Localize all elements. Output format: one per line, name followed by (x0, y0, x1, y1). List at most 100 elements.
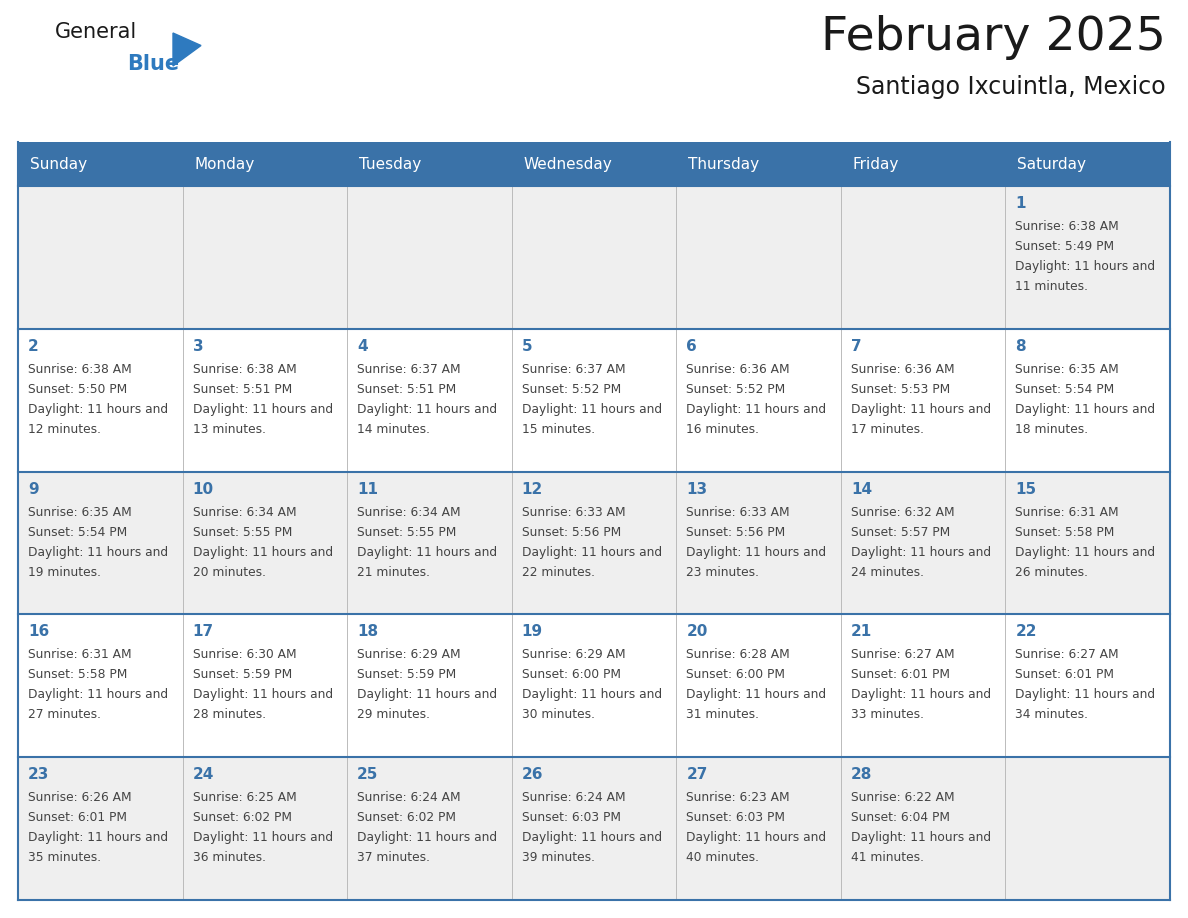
Text: 23 minutes.: 23 minutes. (687, 565, 759, 578)
Text: Daylight: 11 hours and: Daylight: 11 hours and (29, 545, 169, 558)
Text: Daylight: 11 hours and: Daylight: 11 hours and (687, 545, 827, 558)
Text: 41 minutes.: 41 minutes. (851, 851, 924, 864)
Text: 27: 27 (687, 767, 708, 782)
Text: Daylight: 11 hours and: Daylight: 11 hours and (192, 545, 333, 558)
Text: Daylight: 11 hours and: Daylight: 11 hours and (29, 831, 169, 845)
Text: 11 minutes.: 11 minutes. (1016, 280, 1088, 293)
Bar (1005, 142, 1170, 186)
Text: 29 minutes.: 29 minutes. (358, 709, 430, 722)
Text: Sunrise: 6:33 AM: Sunrise: 6:33 AM (522, 506, 625, 519)
Text: Sunset: 5:56 PM: Sunset: 5:56 PM (687, 526, 785, 539)
Text: 12: 12 (522, 482, 543, 497)
Text: Sunset: 5:57 PM: Sunset: 5:57 PM (851, 526, 950, 539)
Text: Daylight: 11 hours and: Daylight: 11 hours and (1016, 545, 1156, 558)
Text: 7: 7 (851, 339, 861, 353)
Bar (18, 186, 1170, 329)
Text: Sunrise: 6:32 AM: Sunrise: 6:32 AM (851, 506, 954, 519)
Text: Sunrise: 6:35 AM: Sunrise: 6:35 AM (1016, 363, 1119, 375)
Text: Sunday: Sunday (30, 156, 87, 172)
Text: 26: 26 (522, 767, 543, 782)
Text: Sunset: 6:03 PM: Sunset: 6:03 PM (687, 812, 785, 824)
Text: 26 minutes.: 26 minutes. (1016, 565, 1088, 578)
Text: Sunset: 5:54 PM: Sunset: 5:54 PM (29, 526, 127, 539)
Text: Sunset: 6:00 PM: Sunset: 6:00 PM (687, 668, 785, 681)
Text: 17 minutes.: 17 minutes. (851, 423, 924, 436)
Text: Tuesday: Tuesday (359, 156, 422, 172)
Text: Daylight: 11 hours and: Daylight: 11 hours and (851, 403, 991, 416)
Text: 3: 3 (192, 339, 203, 353)
Text: 23: 23 (29, 767, 50, 782)
Text: Daylight: 11 hours and: Daylight: 11 hours and (522, 403, 662, 416)
Text: 6: 6 (687, 339, 697, 353)
Text: Daylight: 11 hours and: Daylight: 11 hours and (192, 831, 333, 845)
Text: Daylight: 11 hours and: Daylight: 11 hours and (29, 403, 169, 416)
Text: 24 minutes.: 24 minutes. (851, 565, 924, 578)
Text: 11: 11 (358, 482, 378, 497)
Text: Sunrise: 6:24 AM: Sunrise: 6:24 AM (522, 791, 625, 804)
Text: 4: 4 (358, 339, 368, 353)
Text: Saturday: Saturday (1017, 156, 1087, 172)
Bar (18, 329, 1170, 472)
Text: 25: 25 (358, 767, 379, 782)
Text: 28 minutes.: 28 minutes. (192, 709, 266, 722)
Text: Sunrise: 6:33 AM: Sunrise: 6:33 AM (687, 506, 790, 519)
Text: Sunrise: 6:23 AM: Sunrise: 6:23 AM (687, 791, 790, 804)
Text: Sunrise: 6:31 AM: Sunrise: 6:31 AM (1016, 506, 1119, 519)
Text: Daylight: 11 hours and: Daylight: 11 hours and (1016, 260, 1156, 273)
Text: Thursday: Thursday (688, 156, 759, 172)
Text: Daylight: 11 hours and: Daylight: 11 hours and (851, 688, 991, 701)
Text: Sunrise: 6:29 AM: Sunrise: 6:29 AM (522, 648, 625, 661)
Text: 40 minutes.: 40 minutes. (687, 851, 759, 864)
Text: Daylight: 11 hours and: Daylight: 11 hours and (192, 403, 333, 416)
Bar (183, 142, 347, 186)
Text: 16 minutes.: 16 minutes. (687, 423, 759, 436)
Text: Daylight: 11 hours and: Daylight: 11 hours and (687, 688, 827, 701)
Text: 15 minutes.: 15 minutes. (522, 423, 595, 436)
Text: Blue: Blue (127, 54, 179, 74)
Text: Sunset: 5:52 PM: Sunset: 5:52 PM (522, 383, 621, 396)
Text: Sunset: 6:02 PM: Sunset: 6:02 PM (192, 812, 291, 824)
Text: Daylight: 11 hours and: Daylight: 11 hours and (522, 545, 662, 558)
Text: Sunset: 5:52 PM: Sunset: 5:52 PM (687, 383, 785, 396)
Text: Sunset: 5:53 PM: Sunset: 5:53 PM (851, 383, 950, 396)
Text: Sunrise: 6:37 AM: Sunrise: 6:37 AM (522, 363, 625, 375)
Text: Daylight: 11 hours and: Daylight: 11 hours and (851, 545, 991, 558)
Text: Sunrise: 6:24 AM: Sunrise: 6:24 AM (358, 791, 461, 804)
Text: 35 minutes.: 35 minutes. (29, 851, 101, 864)
Text: Sunrise: 6:34 AM: Sunrise: 6:34 AM (192, 506, 296, 519)
Text: Sunrise: 6:27 AM: Sunrise: 6:27 AM (1016, 648, 1119, 661)
Text: Sunset: 5:50 PM: Sunset: 5:50 PM (29, 383, 127, 396)
Text: Sunset: 5:51 PM: Sunset: 5:51 PM (192, 383, 292, 396)
Text: Sunrise: 6:26 AM: Sunrise: 6:26 AM (29, 791, 132, 804)
Text: Sunset: 5:49 PM: Sunset: 5:49 PM (1016, 240, 1114, 253)
Text: Monday: Monday (195, 156, 254, 172)
Text: Daylight: 11 hours and: Daylight: 11 hours and (522, 688, 662, 701)
Text: Sunrise: 6:38 AM: Sunrise: 6:38 AM (1016, 220, 1119, 233)
Text: Sunset: 6:02 PM: Sunset: 6:02 PM (358, 812, 456, 824)
Text: Sunset: 6:03 PM: Sunset: 6:03 PM (522, 812, 620, 824)
Bar (18, 142, 183, 186)
Text: 27 minutes.: 27 minutes. (29, 709, 101, 722)
Text: 13: 13 (687, 482, 707, 497)
Text: Santiago Ixcuintla, Mexico: Santiago Ixcuintla, Mexico (857, 75, 1165, 99)
Text: Sunset: 6:00 PM: Sunset: 6:00 PM (522, 668, 620, 681)
Text: Daylight: 11 hours and: Daylight: 11 hours and (1016, 403, 1156, 416)
Text: Daylight: 11 hours and: Daylight: 11 hours and (851, 831, 991, 845)
Text: 20 minutes.: 20 minutes. (192, 565, 266, 578)
Text: Sunset: 5:56 PM: Sunset: 5:56 PM (522, 526, 621, 539)
Text: 17: 17 (192, 624, 214, 640)
Text: Sunrise: 6:36 AM: Sunrise: 6:36 AM (687, 363, 790, 375)
Text: General: General (55, 22, 138, 42)
Text: 22 minutes.: 22 minutes. (522, 565, 595, 578)
Text: Sunset: 5:54 PM: Sunset: 5:54 PM (1016, 383, 1114, 396)
Text: 18 minutes.: 18 minutes. (1016, 423, 1088, 436)
Text: Sunrise: 6:38 AM: Sunrise: 6:38 AM (192, 363, 296, 375)
Text: 21 minutes.: 21 minutes. (358, 565, 430, 578)
Text: 2: 2 (29, 339, 39, 353)
Text: Sunrise: 6:29 AM: Sunrise: 6:29 AM (358, 648, 461, 661)
Bar (18, 614, 1170, 757)
Text: Sunset: 6:01 PM: Sunset: 6:01 PM (851, 668, 950, 681)
Text: Sunrise: 6:37 AM: Sunrise: 6:37 AM (358, 363, 461, 375)
Text: Sunrise: 6:35 AM: Sunrise: 6:35 AM (29, 506, 132, 519)
Text: 37 minutes.: 37 minutes. (358, 851, 430, 864)
